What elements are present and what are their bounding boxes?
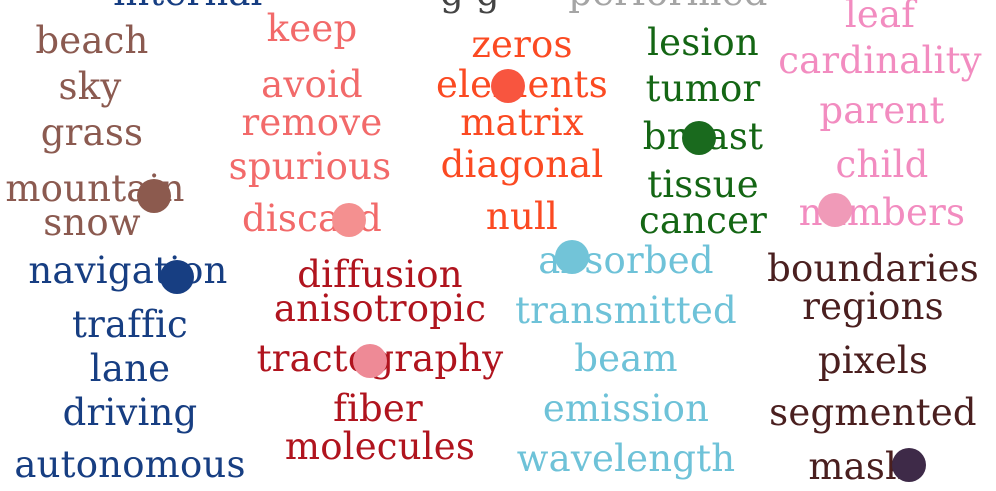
word-mask: mask — [808, 445, 908, 488]
cluster-centroid-optics — [555, 240, 589, 274]
word-spurious: spurious — [228, 145, 392, 188]
word-tissue: tissue — [647, 163, 759, 206]
word-avoid: avoid — [261, 63, 363, 106]
word-transmitted: transmitted — [515, 289, 737, 332]
word-cardinality: cardinality — [778, 39, 982, 82]
word-anisotropic: anisotropic — [273, 287, 487, 330]
word-molecules: molecules — [284, 425, 476, 468]
word-lesion: lesion — [647, 21, 759, 64]
word-parent: parent — [819, 89, 945, 132]
cluster-centroid-segmentation — [892, 448, 926, 482]
cluster-centroid-driving — [160, 260, 194, 294]
word-diagonal: diagonal — [440, 143, 604, 186]
cluster-centroid-scene — [137, 179, 171, 213]
word-beam: beam — [574, 337, 678, 380]
cluster-centroid-tree — [818, 193, 852, 227]
word-emission: emission — [542, 387, 710, 430]
word-leaf: leaf — [844, 0, 916, 36]
cluster-centroid-sparse — [332, 203, 366, 237]
word-autonomous: autonomous — [14, 443, 246, 486]
word-beach: beach — [35, 19, 149, 62]
word-regions: regions — [802, 285, 944, 328]
word-keep: keep — [266, 7, 358, 50]
word-snow: snow — [43, 201, 141, 244]
word-partial: g g — [440, 0, 500, 11]
word-cancer: cancer — [638, 199, 768, 242]
word-segmented: segmented — [769, 391, 977, 434]
cluster-centroid-matrix — [491, 69, 525, 103]
word-navigation: navigation — [28, 249, 228, 292]
word-sky: sky — [58, 65, 122, 108]
word-traffic: traffic — [72, 303, 188, 346]
cluster-centroid-medical — [682, 121, 716, 155]
word-driving: driving — [62, 391, 198, 434]
word-zeros: zeros — [471, 23, 573, 66]
word-pixels: pixels — [817, 339, 929, 382]
cluster-centroid-diffusion — [353, 344, 387, 378]
word-grass: grass — [40, 111, 144, 154]
word-performed: performed — [568, 0, 767, 11]
word-null: null — [485, 195, 559, 238]
word-lane: lane — [89, 347, 171, 390]
word-fiber: fiber — [333, 387, 423, 430]
word-child: child — [835, 143, 929, 186]
word-diffusion: diffusion — [297, 253, 463, 296]
word-internal: internal — [113, 0, 262, 11]
word-boundaries: boundaries — [767, 247, 979, 290]
word-wavelength: wavelength — [516, 437, 736, 480]
word-tumor: tumor — [645, 67, 761, 110]
word-remove: remove — [241, 101, 383, 144]
word-matrix: matrix — [460, 101, 584, 144]
